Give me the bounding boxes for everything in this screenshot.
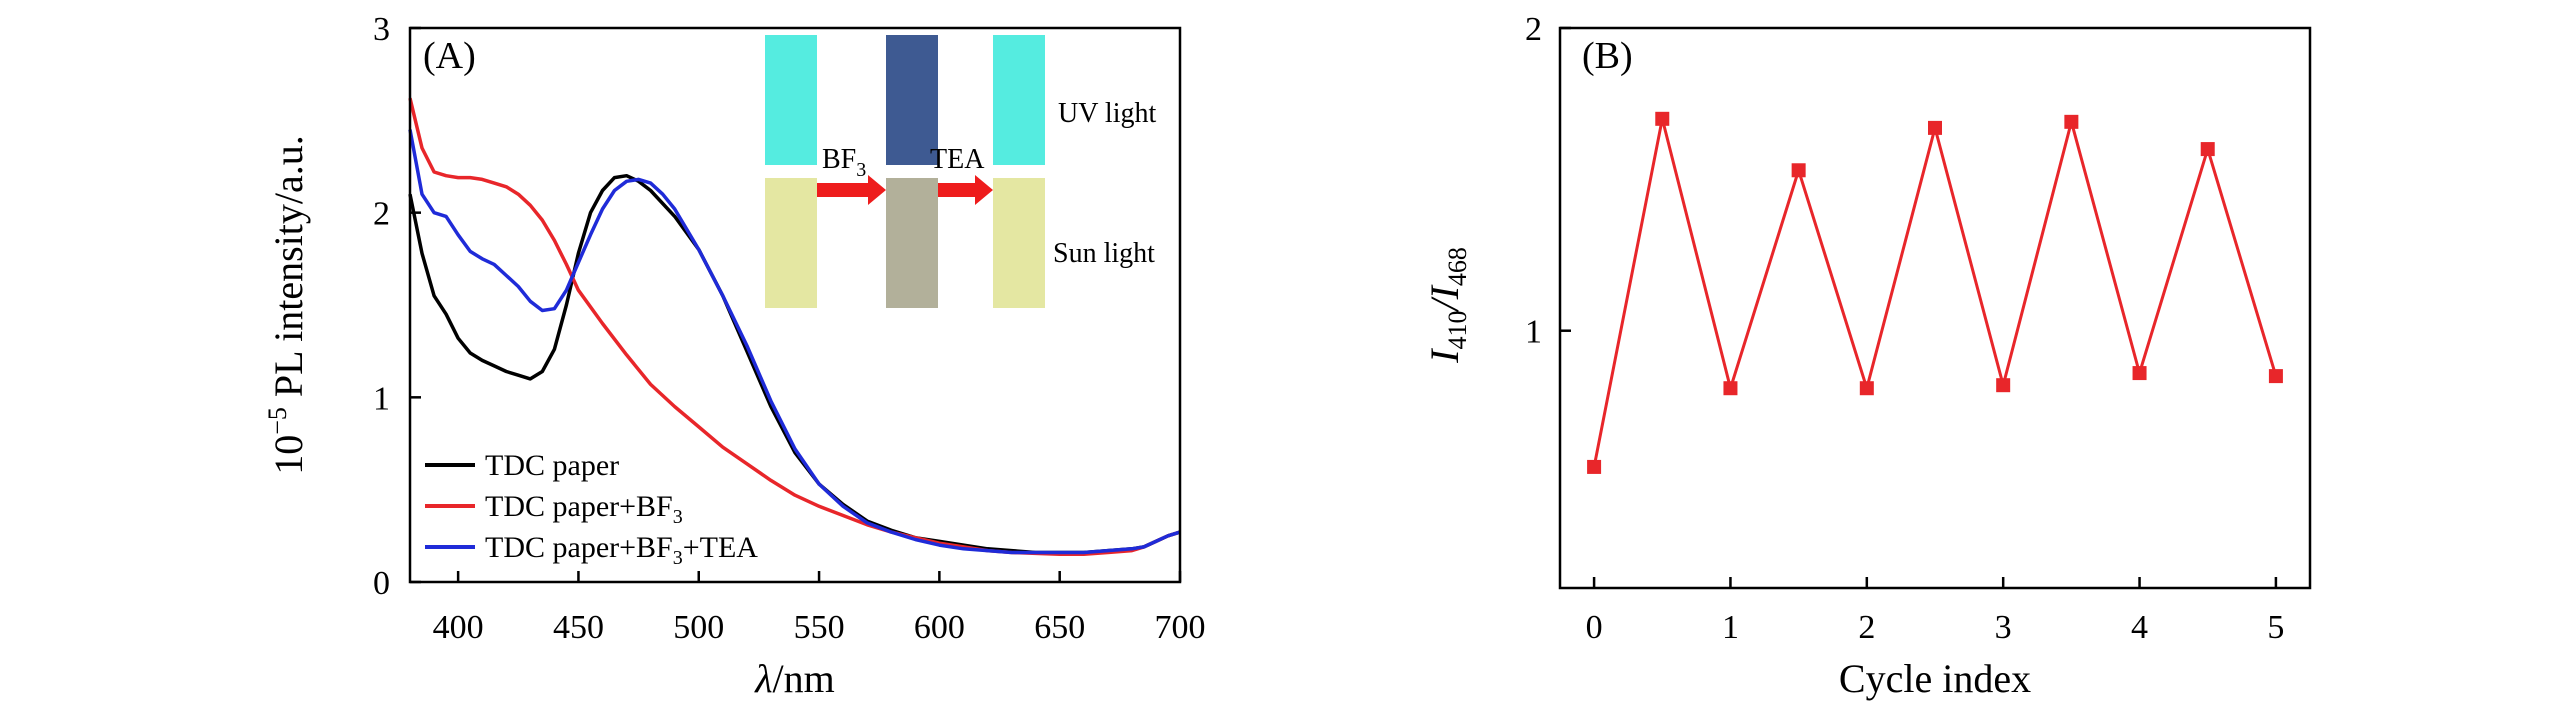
panel-b-x-axis-label: Cycle index [1839, 656, 2031, 701]
x-tick-label: 550 [794, 609, 845, 646]
panel-b-y-ticks: 12 [1525, 11, 1571, 351]
panel-b-frame [1558, 26, 2312, 590]
y-tick-label: 0 [373, 565, 390, 602]
y-tick-label: 2 [373, 196, 390, 233]
y-tick-label: 1 [373, 380, 390, 417]
x-tick-label: 500 [673, 609, 724, 646]
panel-b-label: (B) [1582, 35, 1633, 77]
x-tick-label: 2 [1858, 609, 1875, 646]
panel-a-series [408, 97, 1181, 557]
inset-arrow-2 [938, 175, 993, 205]
panel-a-y-ticks: 0 1 2 3 [373, 11, 421, 602]
inset-swatch-sun-2 [886, 178, 938, 308]
series-tdc-paper-bf3-tea [408, 129, 1181, 555]
data-point [2268, 369, 2283, 384]
panel-a-inset: BF3 TEA UV light Sun light [765, 35, 1156, 308]
inset-arrow-label-bf3: BF3 [822, 144, 866, 181]
legend-label-tdc-paper-bf3: TDC paper+BF3 [485, 490, 683, 528]
data-point [1791, 163, 1806, 178]
data-point [1859, 381, 1874, 396]
data-point [1655, 111, 1670, 126]
inset-arrow-label-tea: TEA [930, 144, 985, 175]
panel-b-series [1587, 111, 2283, 474]
x-tick-label: 0 [1586, 609, 1603, 646]
panel-a-x-axis-label: λ/nm [754, 656, 835, 701]
x-tick-label: 450 [553, 609, 604, 646]
panel-b-y-axis-label: I410/I468 [1422, 247, 1472, 364]
panel-b-x-ticks: 0 1 2 3 4 5 [1586, 577, 2284, 646]
panel-a-label: (A) [423, 35, 476, 77]
legend-label-tdc-paper-bf3-tea: TDC paper+BF3+TEA [485, 531, 758, 569]
data-point [2064, 114, 2079, 129]
panel-a-y-axis-label: 10−5 PL intensity/a.u. [263, 135, 311, 475]
inset-row-label-sun: Sun light [1053, 238, 1155, 269]
inset-arrow-1 [817, 175, 886, 205]
inset-swatch-uv-3 [993, 35, 1045, 165]
legend-label-tdc-paper: TDC paper [485, 449, 619, 482]
data-point [2200, 142, 2215, 157]
x-tick-label: 3 [1995, 609, 2012, 646]
data-point [2132, 366, 2147, 381]
inset-swatch-uv-1 [765, 35, 817, 165]
panel-a-x-ticks: 400 450 500 550 600 650 700 [433, 571, 1206, 646]
x-tick-label: 5 [2267, 609, 2284, 646]
data-point [1587, 459, 1602, 474]
y-tick-label: 3 [373, 11, 390, 48]
inset-row-label-uv: UV light [1058, 98, 1156, 129]
data-point [1723, 381, 1738, 396]
x-tick-label: 700 [1155, 609, 1206, 646]
inset-swatch-sun-3 [993, 178, 1045, 308]
y-tick-label: 2 [1525, 11, 1542, 48]
panel-a: BF3 TEA UV light Sun light 400 450 500 550 6… [263, 11, 1206, 701]
data-point [1928, 120, 1942, 135]
x-tick-label: 650 [1034, 609, 1085, 646]
x-tick-label: 1 [1722, 609, 1739, 646]
panel-a-frame [408, 26, 1182, 584]
x-tick-label: 4 [2131, 609, 2148, 646]
series-tdc-paper-bf3 [408, 97, 1181, 557]
data-point [1996, 378, 2011, 393]
panel-a-legend: TDC paper TDC paper+BF3 TDC paper+BF3+TE… [425, 449, 758, 569]
inset-swatch-sun-1 [765, 178, 817, 308]
inset-swatch-uv-2 [886, 35, 938, 165]
x-tick-label: 600 [914, 609, 965, 646]
y-tick-label: 1 [1525, 314, 1542, 351]
series-ratio-line [1592, 115, 2278, 468]
x-tick-label: 400 [433, 609, 484, 646]
